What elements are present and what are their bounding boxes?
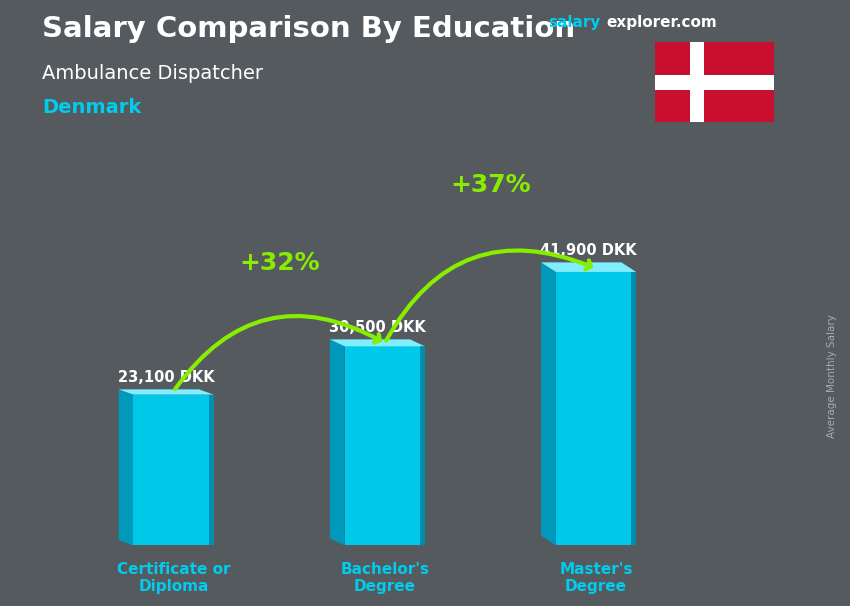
Text: Average Monthly Salary: Average Monthly Salary xyxy=(827,314,837,438)
Text: Denmark: Denmark xyxy=(42,98,142,117)
Text: 30,500 DKK: 30,500 DKK xyxy=(329,321,426,335)
Polygon shape xyxy=(330,339,345,545)
Text: 23,100 DKK: 23,100 DKK xyxy=(118,370,214,385)
Text: explorer.com: explorer.com xyxy=(606,15,717,30)
Bar xyxy=(420,347,425,545)
FancyBboxPatch shape xyxy=(345,347,425,545)
FancyBboxPatch shape xyxy=(133,395,213,545)
Polygon shape xyxy=(541,262,636,272)
Polygon shape xyxy=(330,339,425,347)
Text: +32%: +32% xyxy=(239,251,320,275)
Text: +37%: +37% xyxy=(450,173,530,198)
Polygon shape xyxy=(119,390,213,395)
Text: Salary Comparison By Education: Salary Comparison By Education xyxy=(42,15,575,43)
Bar xyxy=(690,42,705,122)
Bar xyxy=(209,395,213,545)
Text: salary: salary xyxy=(548,15,601,30)
Text: Ambulance Dispatcher: Ambulance Dispatcher xyxy=(42,64,264,82)
Text: 41,900 DKK: 41,900 DKK xyxy=(541,244,637,258)
Polygon shape xyxy=(541,262,556,545)
Bar xyxy=(654,75,774,90)
Polygon shape xyxy=(119,390,133,545)
Bar xyxy=(632,272,636,545)
FancyBboxPatch shape xyxy=(556,272,636,545)
